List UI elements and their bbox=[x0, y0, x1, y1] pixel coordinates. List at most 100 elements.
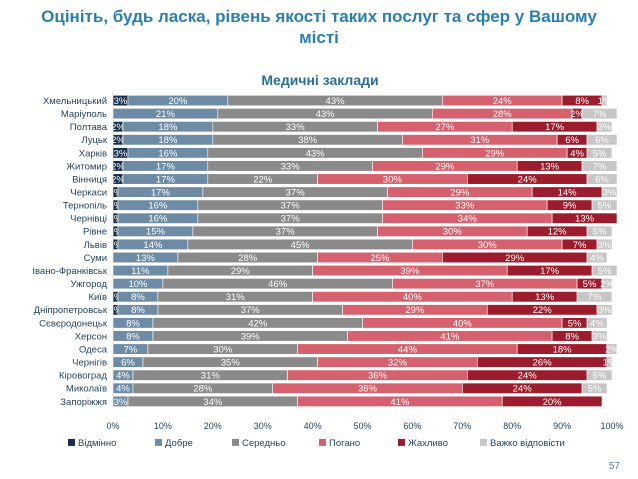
data-label: 30% bbox=[383, 174, 403, 185]
category-label: Запоріжжя bbox=[60, 397, 107, 408]
data-label: 2% bbox=[605, 344, 619, 355]
bar-segment bbox=[606, 343, 618, 355]
category-label: Сєвєродонецьк bbox=[39, 318, 108, 329]
bar-segment bbox=[601, 94, 608, 107]
bar-segment bbox=[586, 251, 608, 264]
data-label: 24% bbox=[513, 384, 533, 395]
bar-segment bbox=[591, 330, 608, 342]
category-label: Полтава bbox=[70, 122, 108, 133]
data-label: 18% bbox=[158, 135, 178, 146]
data-label: 14% bbox=[143, 240, 163, 251]
data-label: 3% bbox=[114, 148, 128, 159]
data-label: 6% bbox=[595, 135, 609, 146]
data-label: 7% bbox=[593, 109, 607, 120]
bar-segment bbox=[581, 382, 608, 394]
data-label: 22% bbox=[533, 305, 553, 316]
x-tick-label: 60% bbox=[403, 421, 421, 431]
data-label: 14% bbox=[558, 188, 578, 199]
category-label: Суми bbox=[84, 253, 107, 264]
data-label: 8% bbox=[565, 331, 579, 342]
data-label: 8% bbox=[131, 305, 145, 316]
category-label: Кіровоград bbox=[59, 371, 107, 382]
x-tick-label: 10% bbox=[154, 421, 172, 431]
data-label: 40% bbox=[453, 318, 473, 329]
page-title: Оцініть, будь ласка, рівень якості таких… bbox=[41, 7, 597, 47]
data-label: 40% bbox=[403, 292, 423, 303]
data-label: 3% bbox=[114, 397, 128, 408]
data-label: 8% bbox=[131, 292, 145, 303]
data-label: 29% bbox=[485, 148, 505, 159]
bar-segment bbox=[586, 225, 613, 237]
data-label: 27% bbox=[435, 122, 455, 133]
data-label: 13% bbox=[535, 292, 555, 303]
data-label: 3% bbox=[114, 96, 128, 107]
bar-segment bbox=[596, 121, 613, 133]
category-label: Київ bbox=[88, 292, 107, 303]
category-label: Миколаїв bbox=[66, 384, 107, 395]
data-label: 30% bbox=[478, 240, 498, 251]
data-label: 16% bbox=[158, 148, 178, 159]
data-label: 4% bbox=[570, 148, 584, 159]
data-label: 39% bbox=[400, 266, 420, 277]
data-label: 5% bbox=[598, 201, 612, 212]
legend-swatch bbox=[155, 438, 162, 446]
data-label: 8% bbox=[126, 331, 140, 342]
data-label: 33% bbox=[286, 122, 306, 133]
data-label: 3% bbox=[593, 331, 607, 342]
data-label: 13% bbox=[575, 214, 595, 225]
data-label: 7% bbox=[593, 161, 607, 172]
category-label: Хмельницький bbox=[43, 96, 107, 107]
data-label: 17% bbox=[540, 266, 560, 277]
legend-label: Добре bbox=[165, 438, 193, 449]
data-label: 11% bbox=[131, 266, 150, 277]
data-label: 31% bbox=[201, 371, 221, 382]
category-label: Чернігів bbox=[72, 358, 107, 369]
data-label: 26% bbox=[533, 358, 553, 369]
category-label: Маріуполь bbox=[61, 109, 107, 120]
bar-segment bbox=[586, 317, 608, 329]
data-label: 37% bbox=[475, 279, 495, 290]
data-label: 5% bbox=[593, 148, 607, 159]
data-label: 5% bbox=[568, 318, 582, 329]
bar-segment bbox=[586, 369, 613, 381]
data-label: 28% bbox=[193, 384, 213, 395]
data-label: 10% bbox=[128, 279, 148, 290]
data-label: 12% bbox=[548, 227, 568, 238]
data-label: 38% bbox=[298, 135, 318, 146]
bar-segment bbox=[576, 291, 613, 303]
category-label: Луцьк bbox=[81, 135, 107, 146]
data-label: 21% bbox=[156, 109, 176, 120]
data-label: 30% bbox=[213, 344, 233, 355]
data-label: 18% bbox=[553, 344, 573, 355]
data-label: 15% bbox=[146, 227, 166, 238]
data-label: 7% bbox=[573, 240, 587, 251]
data-label: 41% bbox=[390, 397, 410, 408]
bar-segment bbox=[586, 147, 613, 159]
data-label: 6% bbox=[121, 358, 135, 369]
data-label: 42% bbox=[248, 318, 268, 329]
category-label: Львів bbox=[84, 240, 107, 251]
bar-segment bbox=[591, 199, 618, 211]
data-label: 7% bbox=[588, 292, 602, 303]
data-label: 43% bbox=[326, 96, 346, 107]
data-label: 45% bbox=[291, 240, 311, 251]
x-tick-label: 40% bbox=[304, 421, 322, 431]
x-tick-label: 70% bbox=[453, 421, 471, 431]
data-label: 17% bbox=[156, 161, 176, 172]
data-label: 4% bbox=[590, 253, 604, 264]
x-tick-label: 90% bbox=[553, 421, 571, 431]
data-label: 24% bbox=[493, 96, 513, 107]
page-number: 57 bbox=[608, 461, 620, 472]
data-label: 29% bbox=[435, 161, 455, 172]
data-label: 2% bbox=[111, 135, 125, 146]
category-label: Чернівці bbox=[70, 214, 107, 225]
data-label: 37% bbox=[276, 227, 296, 238]
bar-segment bbox=[596, 304, 613, 316]
data-label: 16% bbox=[148, 201, 168, 212]
bar-segment bbox=[551, 212, 618, 224]
data-label: 4% bbox=[590, 318, 604, 329]
legend-label: Погано bbox=[329, 438, 360, 449]
data-label: 7% bbox=[124, 344, 138, 355]
legend-label: Жахливо bbox=[408, 438, 448, 449]
data-label: 34% bbox=[203, 397, 223, 408]
